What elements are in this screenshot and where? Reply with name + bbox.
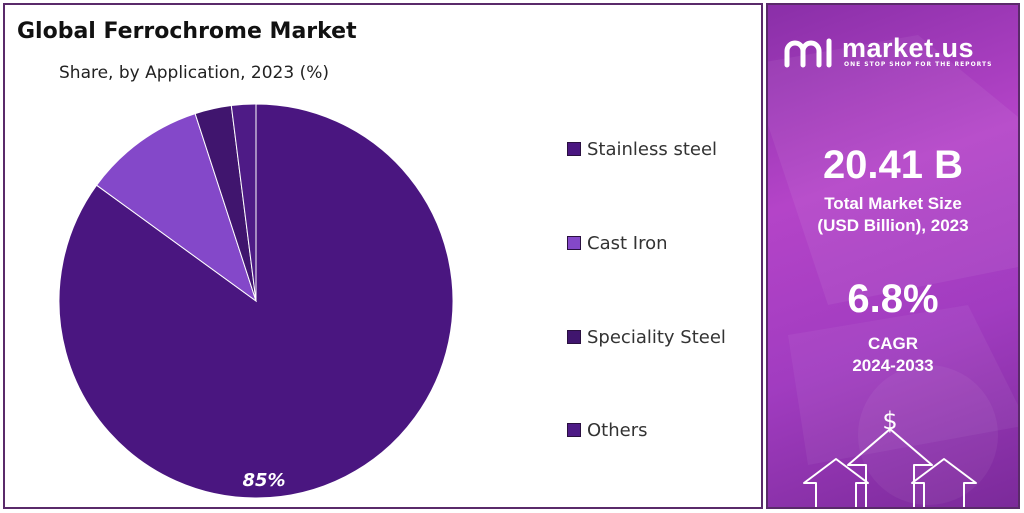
arrow-up-icon [803,428,977,507]
cagr-period: 2024-2033 [852,356,934,375]
summary-panel: $ market.us ONE STOP SHOP FOR THE REPORT… [766,3,1020,509]
brand-name: market.us [842,33,975,63]
chart-subtitle: Share, by Application, 2023 (%) [59,63,329,83]
legend-label: Speciality Steel [587,326,726,348]
market-size-unit-label: (USD Billion), 2023 [817,216,969,235]
brand-logo: market.us ONE STOP SHOP FOR THE REPORTS [782,33,1008,75]
market-size-value: 20.41 B [822,143,964,187]
legend-item-stainless-steel: Stainless steel [567,137,717,161]
legend-item-speciality-steel: Speciality Steel [567,325,726,349]
legend-swatch [567,236,581,250]
pie-slice-cast-iron [95,113,257,303]
cagr-value: 6.8% [847,277,939,321]
legend-label: Cast Iron [587,232,668,254]
market-size-label: Total Market Size [824,194,962,213]
svg-text:$: $ [882,407,897,435]
legend-item-cast-iron: Cast Iron [567,231,668,255]
legend-swatch [567,423,581,437]
legend-swatch [567,142,581,156]
legend-swatch [567,330,581,344]
pie-chart: 85% [58,103,454,499]
legend-item-others: Others [567,418,648,442]
chart-panel: Global Ferrochrome Market Share, by Appl… [3,3,763,509]
pie-slice-others [230,103,257,302]
data-label-stainless-steel: 85% [242,470,285,491]
legend-label: Stainless steel [587,138,718,160]
legend-label: Others [587,419,648,441]
background-decoration: $ [768,35,1018,507]
market-us-logo-icon [784,38,832,68]
chart-title: Global Ferrochrome Market [17,19,357,44]
cagr-label: CAGR [867,334,919,353]
dollar-icon: $ [882,407,897,435]
brand-tagline: ONE STOP SHOP FOR THE REPORTS [844,61,993,68]
